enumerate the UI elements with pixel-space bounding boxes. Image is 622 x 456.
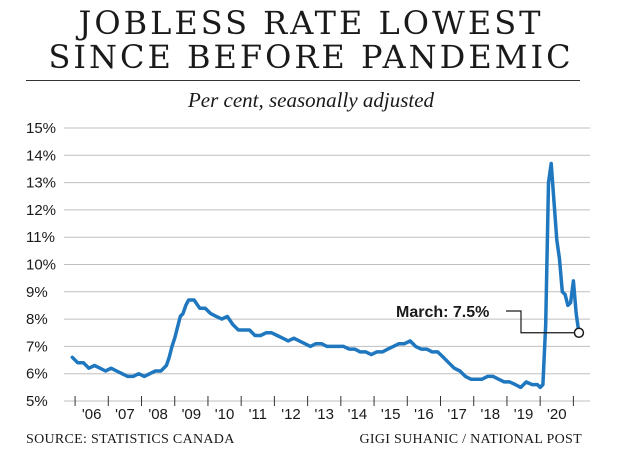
chart-title-line-1: JOBLESS RATE LOWEST <box>78 4 544 42</box>
chart-subtitle: Per cent, seasonally adjusted <box>187 88 435 112</box>
chart-title-line-2: SINCE BEFORE PANDEMIC <box>48 38 574 76</box>
x-tick-label: '07 <box>115 406 135 423</box>
x-tick-label: '12 <box>281 406 301 423</box>
x-tick-label: '17 <box>447 406 467 423</box>
x-tick-label: '10 <box>215 406 235 423</box>
x-tick-label: '14 <box>348 406 368 423</box>
x-tick-label: '19 <box>514 406 534 423</box>
x-tick-label: '11 <box>249 406 267 423</box>
y-tick-label: 11% <box>26 229 55 246</box>
y-tick-label: 14% <box>26 147 56 164</box>
series-line <box>70 161 581 390</box>
y-tick-label: 12% <box>26 202 56 219</box>
x-tick-label: '18 <box>481 406 501 423</box>
annotation-leader-line <box>506 310 574 334</box>
y-tick-label: 10% <box>26 257 56 274</box>
y-tick-label: 13% <box>26 175 56 192</box>
x-tick-label: '08 <box>148 406 168 423</box>
title-divider <box>26 80 580 81</box>
x-tick-label: '09 <box>182 406 202 423</box>
x-tick-label: '20 <box>547 406 567 423</box>
y-tick-label: 6% <box>26 366 48 383</box>
x-tick-label: '15 <box>381 406 401 423</box>
x-tick-label: '13 <box>314 406 334 423</box>
y-tick-label: 15% <box>26 120 56 137</box>
y-tick-label: 9% <box>26 284 48 301</box>
x-tick-label: '16 <box>414 406 434 423</box>
credit-note: GIGI SUHANIC / NATIONAL POST <box>359 432 582 447</box>
annotation-marker <box>573 327 585 338</box>
source-note: SOURCE: STATISTICS CANADA <box>26 432 235 447</box>
y-tick-label: 8% <box>26 311 48 328</box>
x-tick-label: '06 <box>82 406 102 423</box>
annotation-label: March: 7.5% <box>396 304 489 321</box>
y-tick-label: 5% <box>26 393 48 410</box>
y-tick-label: 7% <box>26 338 48 355</box>
